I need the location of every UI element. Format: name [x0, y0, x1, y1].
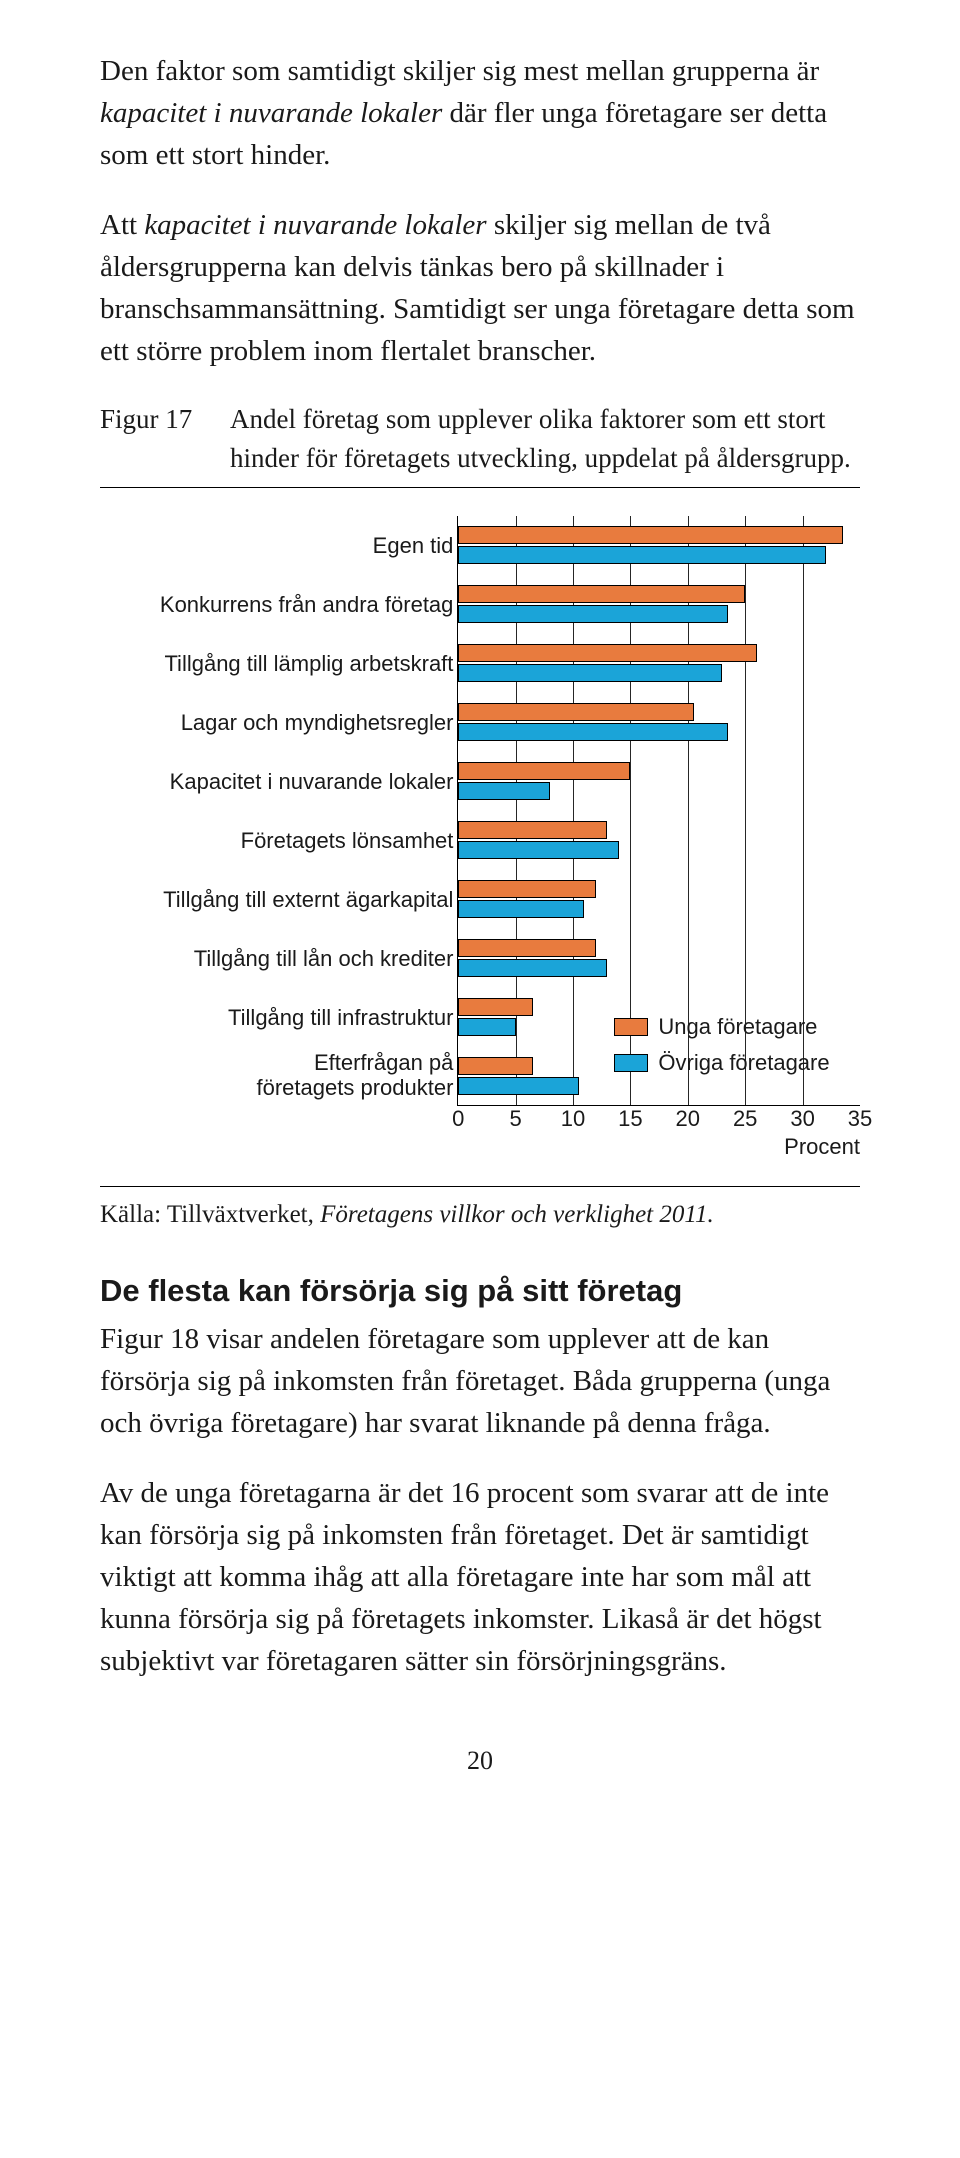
page-number: 20 — [100, 1742, 860, 1780]
category-label: Efterfrågan påföretagets produkter — [104, 1050, 454, 1101]
category-label: Tillgång till lån och krediter — [104, 946, 454, 971]
bar-ovriga — [458, 1077, 579, 1095]
bar-unga — [458, 526, 843, 544]
legend-swatch — [614, 1054, 648, 1072]
x-tick-label: 5 — [509, 1103, 521, 1135]
chart-source: Källa: Tillväxtverket, Företagens villko… — [100, 1186, 860, 1233]
p2b: kapacitet i nuvarande lokaler — [144, 209, 486, 241]
category-label: Tillgång till lämplig arbetskraft — [104, 651, 454, 676]
legend-label: Unga företagare — [658, 1011, 817, 1043]
section-heading: De flesta kan försörja sig på sitt föret… — [100, 1269, 860, 1314]
bar-unga — [458, 998, 533, 1016]
bar-unga — [458, 880, 596, 898]
bar-unga — [458, 939, 596, 957]
p1a: Den faktor som samtidigt skiljer sig mes… — [100, 55, 819, 87]
p2a: Att — [100, 209, 144, 241]
bar-ovriga — [458, 841, 619, 859]
source-a: Källa: Tillväxtverket, — [100, 1201, 320, 1228]
bar-unga — [458, 1057, 533, 1075]
x-tick-label: 10 — [561, 1103, 585, 1135]
figure-desc: Andel företag som upplever olika faktore… — [230, 400, 860, 478]
source-b: Företagens villkor och verklighet 2011. — [320, 1201, 714, 1228]
legend-item: Unga företagare — [614, 1011, 829, 1043]
bar-unga — [458, 703, 693, 721]
x-tick-label: 0 — [452, 1103, 464, 1135]
paragraph-1: Den faktor som samtidigt skiljer sig mes… — [100, 50, 860, 176]
gridline — [516, 516, 517, 1105]
paragraph-2: Att kapacitet i nuvarande lokaler skilje… — [100, 204, 860, 372]
category-label: Tillgång till externt ägarkapital — [104, 887, 454, 912]
category-label: Lagar och myndighetsregler — [104, 710, 454, 735]
p1b: kapacitet i nuvarande lokaler — [100, 97, 442, 129]
x-tick-label: 20 — [676, 1103, 700, 1135]
category-label: Konkurrens från andra företag — [104, 592, 454, 617]
legend-label: Övriga företagare — [658, 1047, 829, 1079]
bar-chart: 05101520253035Procent Unga företagareÖvr… — [100, 516, 860, 1176]
bar-ovriga — [458, 546, 825, 564]
bar-ovriga — [458, 782, 550, 800]
bar-ovriga — [458, 605, 728, 623]
bar-unga — [458, 821, 607, 839]
x-tick-label: 25 — [733, 1103, 757, 1135]
paragraph-4: Av de unga företagarna är det 16 procent… — [100, 1472, 860, 1682]
category-label: Kapacitet i nuvarande lokaler — [104, 769, 454, 794]
legend-item: Övriga företagare — [614, 1047, 829, 1079]
bar-ovriga — [458, 900, 584, 918]
axis-unit: Procent — [784, 1131, 860, 1163]
bar-ovriga — [458, 959, 607, 977]
bar-ovriga — [458, 1018, 515, 1036]
bar-ovriga — [458, 664, 722, 682]
bar-ovriga — [458, 723, 728, 741]
paragraph-3: Figur 18 visar andelen företagare som up… — [100, 1318, 860, 1444]
figure-number: Figur 17 — [100, 400, 230, 478]
legend-swatch — [614, 1018, 648, 1036]
figure-caption: Figur 17 Andel företag som upplever olik… — [100, 400, 860, 487]
category-label: Företagets lönsamhet — [104, 828, 454, 853]
category-label: Tillgång till infrastruktur — [104, 1005, 454, 1030]
chart-legend: Unga företagare Övriga företagare — [614, 1011, 829, 1083]
bar-unga — [458, 644, 756, 662]
gridline — [573, 516, 574, 1105]
x-tick-label: 15 — [618, 1103, 642, 1135]
bar-unga — [458, 762, 630, 780]
category-label: Egen tid — [104, 533, 454, 558]
bar-unga — [458, 585, 745, 603]
